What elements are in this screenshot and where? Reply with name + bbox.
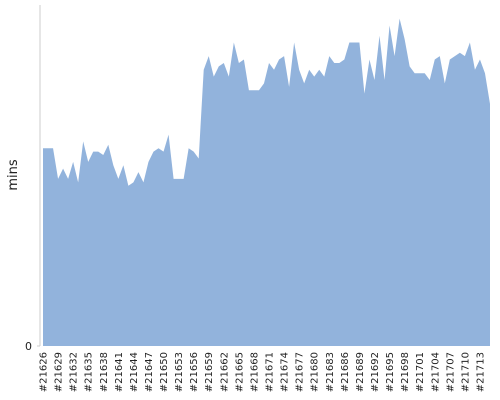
x-tick-label: #21683 [325,352,336,392]
x-tick-label: #21641 [114,352,125,392]
x-tick-label: #21659 [204,352,215,392]
x-tick-label: #21671 [265,352,276,392]
x-tick-label: #21692 [370,352,381,392]
x-tick-label: #21710 [460,352,471,392]
x-tick-label: #21677 [295,352,306,392]
x-tick-label: #21638 [99,352,110,392]
x-tick-label: #21662 [219,352,230,392]
x-tick-label: #21629 [54,352,65,392]
x-tick-label: #21647 [144,352,155,392]
y-axis-label: mins [6,159,21,191]
x-tick-label: #21656 [189,352,200,392]
x-tick-label: #21674 [280,352,291,392]
area [43,18,490,346]
x-tick-label: #21689 [355,352,366,392]
x-tick-label: #21668 [249,352,260,392]
y-tick-label: 0 [25,340,32,353]
x-tick-label: #21701 [415,352,426,392]
x-tick-label: #21695 [385,352,396,392]
x-tick-label: #21698 [400,352,411,392]
x-tick-label: #21704 [430,352,441,392]
x-tick-label: #21650 [159,352,170,392]
x-tick-label: #21680 [310,352,321,392]
x-tick-label: #21707 [445,352,456,392]
x-tick-label: #21626 [39,352,50,392]
x-tick-label: #21653 [174,352,185,392]
x-tick-label: #21686 [340,352,351,392]
x-tick-label: #21665 [234,352,245,392]
x-tick-label: #21632 [69,352,80,392]
x-tick-label: #21644 [129,352,140,392]
x-tick-label: #21635 [84,352,95,392]
x-tick-label: #21713 [475,352,486,392]
